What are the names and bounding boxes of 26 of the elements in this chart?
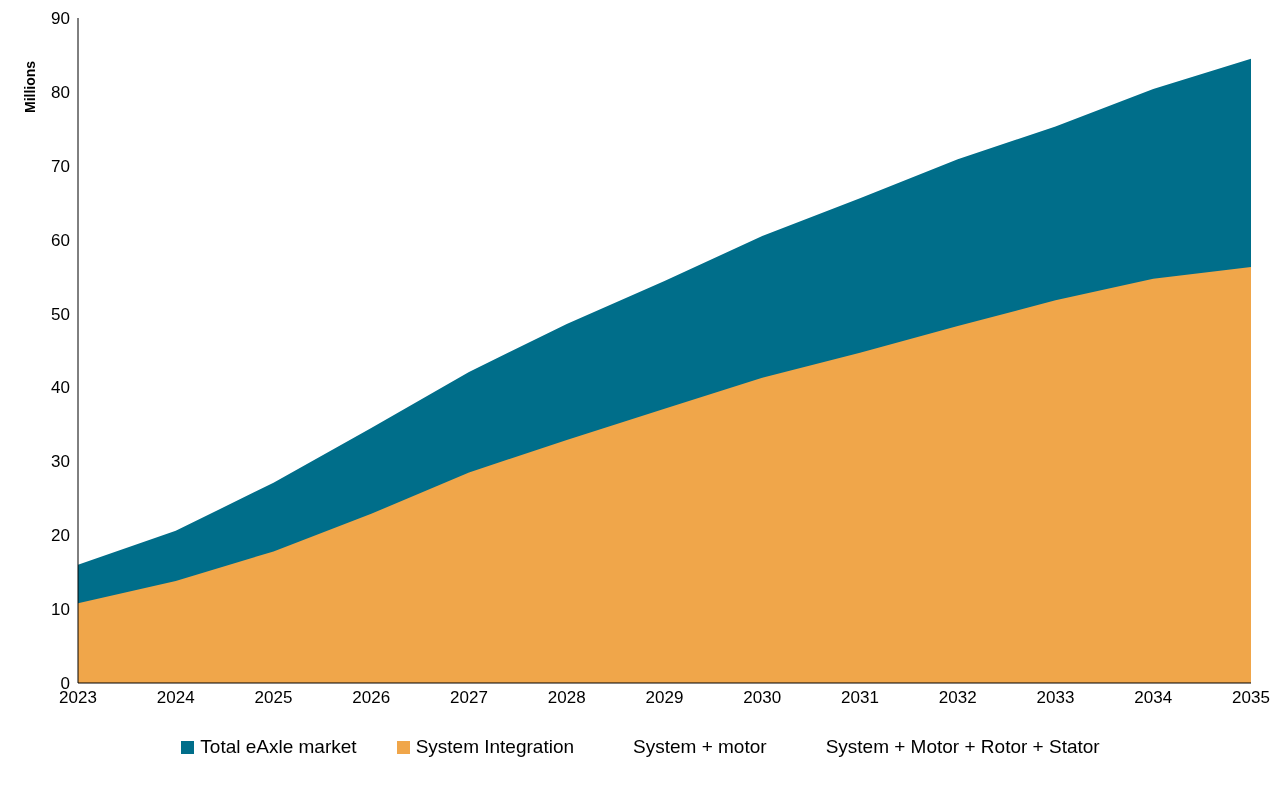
x-tick-label: 2027 [450, 688, 488, 708]
x-tick-label: 2026 [352, 688, 391, 708]
y-tick-label: 80 [51, 82, 70, 102]
x-tick-label: 2034 [1134, 688, 1173, 708]
y-axis-title: Millions [22, 60, 38, 113]
y-tick-label: 40 [51, 378, 70, 398]
y-tick-label: 30 [51, 452, 70, 472]
x-tick-label: 2030 [743, 688, 782, 708]
x-tick-label: 2031 [841, 688, 879, 708]
y-tick-label: 90 [51, 9, 70, 29]
x-tick-label: 2033 [1036, 688, 1075, 708]
y-tick-label: 70 [51, 156, 70, 176]
y-tick-label: 50 [51, 304, 70, 324]
legend-label: Total eAxle market [200, 736, 357, 758]
y-tick-label: 20 [51, 526, 70, 546]
x-tick-label: 2028 [547, 688, 586, 708]
text: System + Motor + Rotor + Stator [825, 736, 1100, 758]
x-tick-label: 2025 [254, 688, 293, 708]
y-tick-label: 60 [51, 230, 70, 250]
x-tick-label: 2029 [645, 688, 684, 708]
x-tick-label: 2035 [1232, 688, 1270, 708]
y-tick-label: 10 [51, 600, 70, 620]
legend-label: System Integration [415, 736, 575, 758]
text: System + motor [633, 736, 767, 758]
x-tick-label: 2024 [156, 688, 195, 708]
x-tick-label: 2032 [938, 688, 977, 708]
